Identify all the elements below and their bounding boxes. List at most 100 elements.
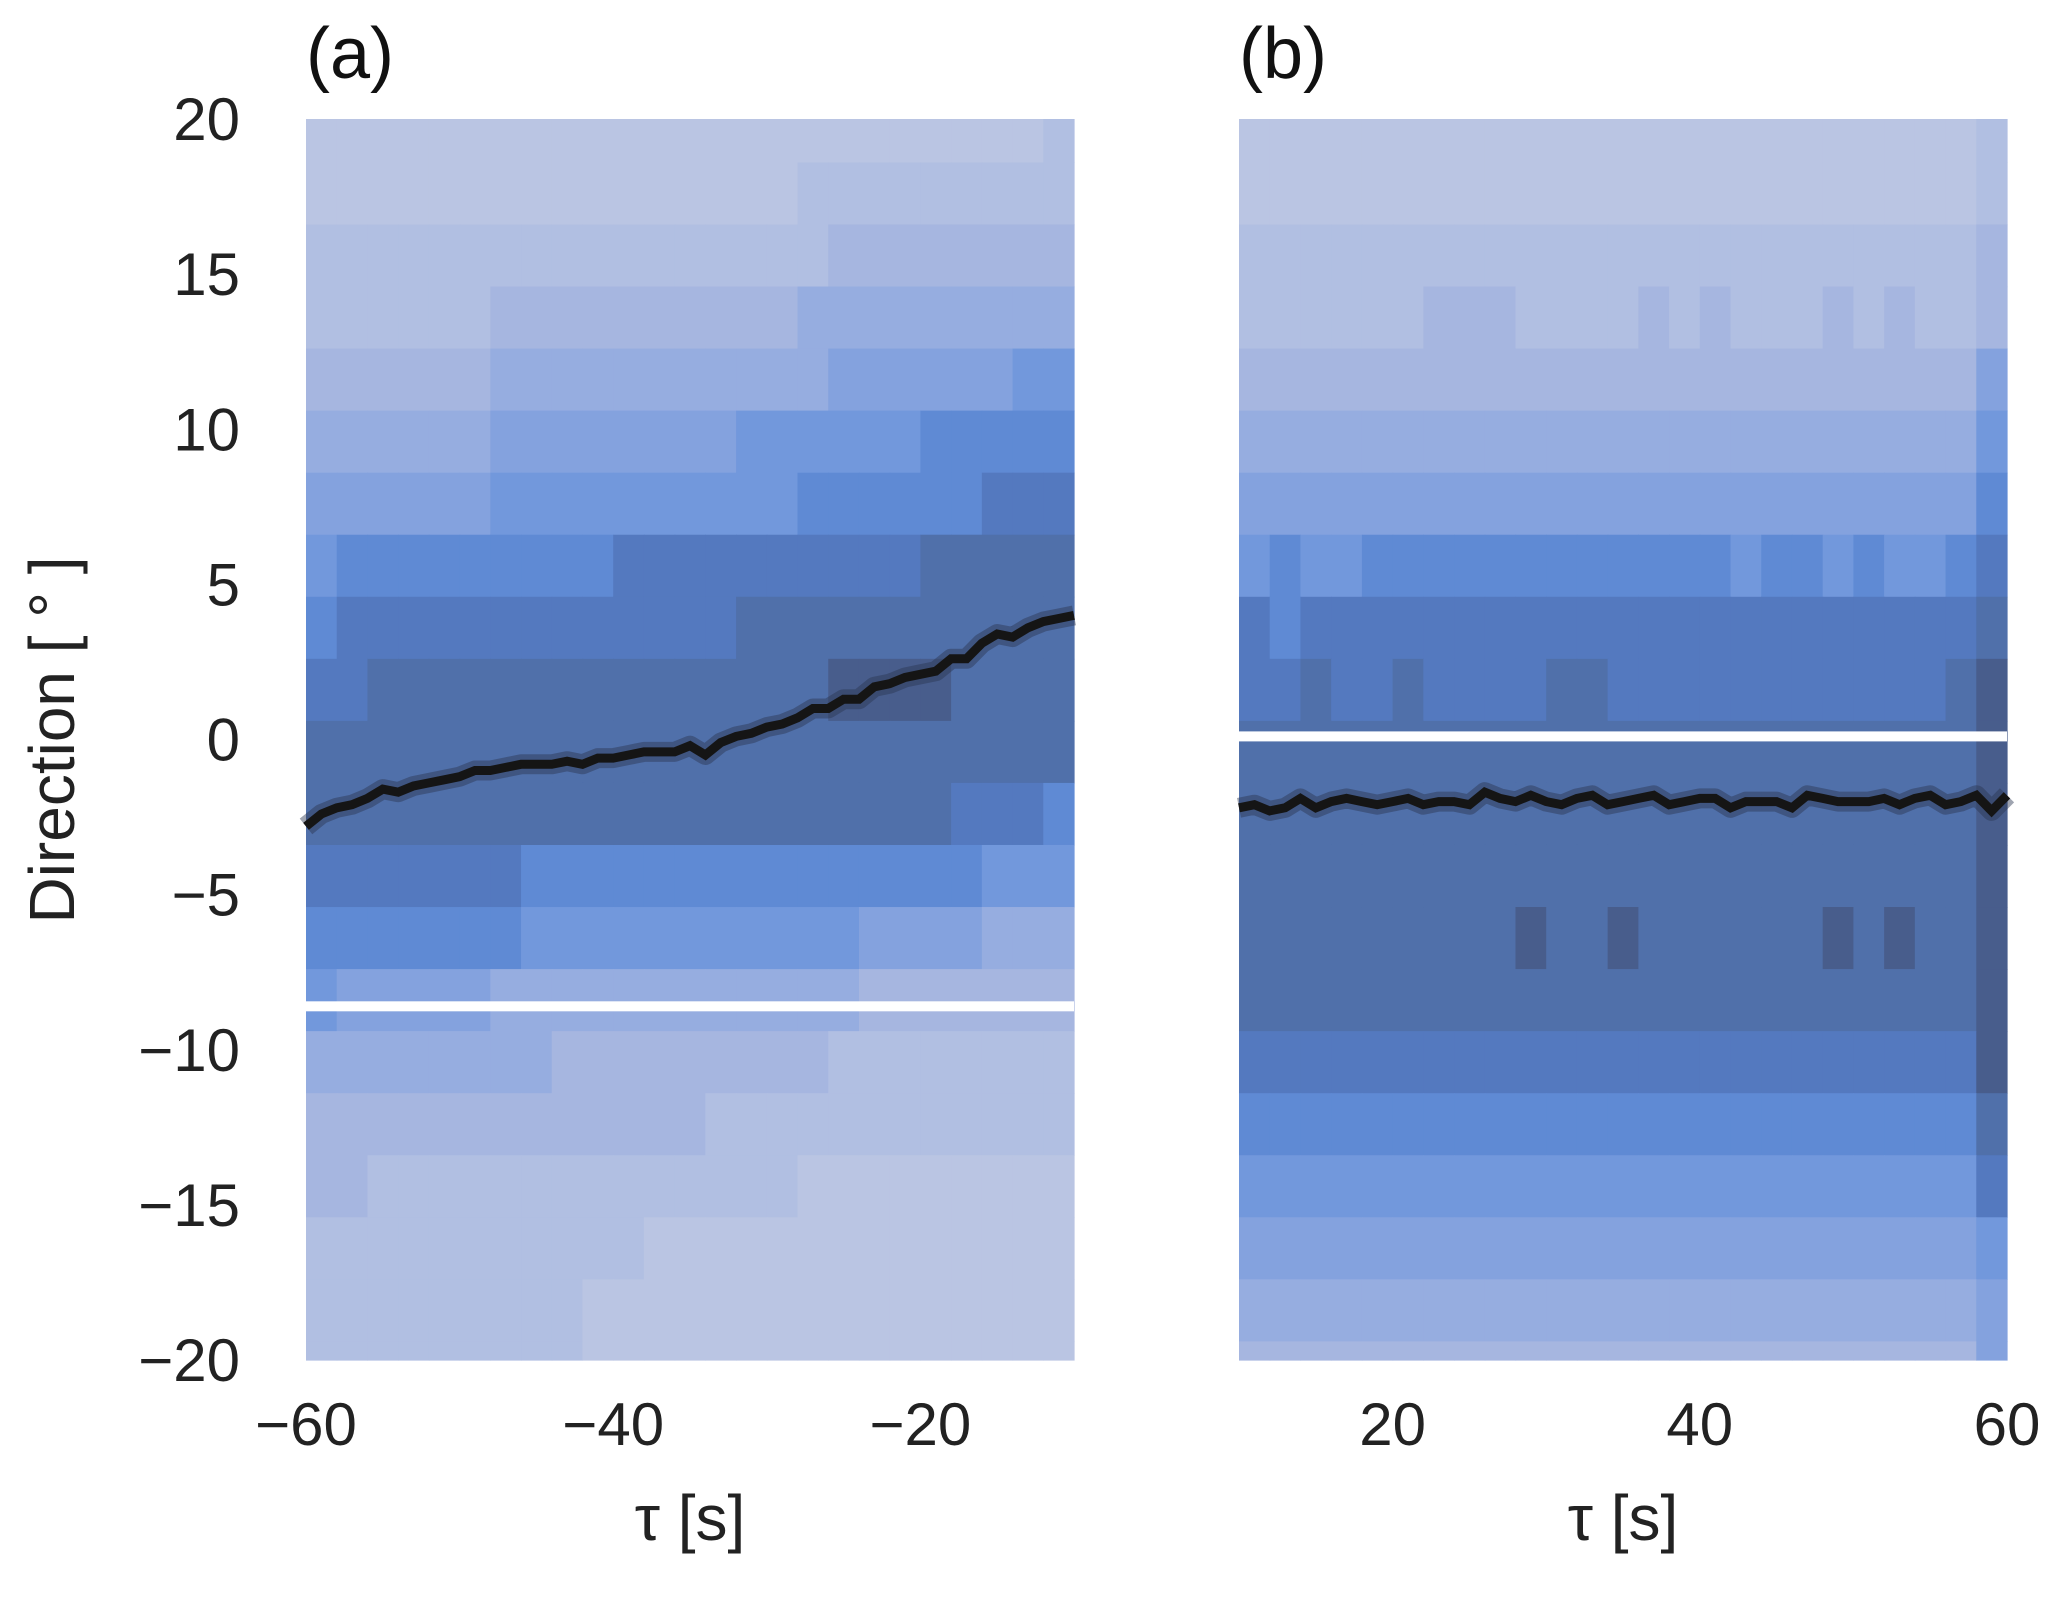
heatmap-cell bbox=[1331, 844, 1363, 908]
heatmap-cell bbox=[1239, 1093, 1271, 1156]
heatmap-cell bbox=[613, 596, 645, 660]
heatmap-cell bbox=[766, 162, 799, 226]
heatmap-cell bbox=[1043, 119, 1075, 164]
heatmap-cell bbox=[1392, 969, 1424, 1032]
heatmap-cell bbox=[1269, 907, 1302, 970]
heatmap-cell bbox=[981, 1093, 1014, 1156]
heatmap-cell bbox=[1914, 844, 1947, 908]
heatmap-cell bbox=[766, 348, 799, 412]
heatmap-cell bbox=[398, 907, 430, 970]
heatmap-cell bbox=[1699, 472, 1732, 536]
heatmap-cell bbox=[1423, 907, 1455, 970]
heatmap-cell bbox=[306, 1093, 338, 1156]
heatmap-cell bbox=[828, 658, 860, 722]
heatmap-cell bbox=[1822, 844, 1854, 908]
heatmap-cell bbox=[336, 162, 369, 226]
heatmap-cell bbox=[736, 162, 768, 226]
heatmap-cell bbox=[1454, 658, 1486, 722]
heatmap-cell bbox=[766, 658, 799, 722]
heatmap-cell bbox=[490, 969, 522, 1032]
heatmap-cell bbox=[1546, 162, 1578, 226]
heatmap-cell bbox=[1914, 1217, 1947, 1280]
heatmap-cell bbox=[1884, 410, 1916, 474]
heatmap-cell bbox=[1761, 224, 1793, 288]
heatmap-cell bbox=[1239, 1031, 1271, 1094]
heatmap-cell bbox=[705, 286, 737, 350]
heatmap-cell bbox=[1239, 1341, 1271, 1361]
heatmap-cell bbox=[705, 534, 737, 598]
heatmap-cell bbox=[766, 596, 799, 660]
heatmap-cell bbox=[1331, 1031, 1363, 1094]
heatmap-cell bbox=[1484, 596, 1517, 660]
heatmap-cell bbox=[1300, 596, 1332, 660]
heatmap-cell bbox=[1853, 348, 1885, 412]
heatmap-cell bbox=[1331, 658, 1363, 722]
heatmap-cell bbox=[797, 907, 829, 970]
heatmap-cell bbox=[306, 1341, 338, 1361]
heatmap-cell bbox=[428, 1031, 461, 1094]
heatmap-cell bbox=[1638, 472, 1670, 536]
heatmap-cell bbox=[1300, 1031, 1332, 1094]
heatmap-cell bbox=[1392, 162, 1424, 226]
heatmap-cell bbox=[858, 348, 891, 412]
heatmap-cell bbox=[1454, 1093, 1486, 1156]
heatmap-cell bbox=[521, 119, 553, 164]
heatmap-cell bbox=[1361, 162, 1394, 226]
heatmap-cell bbox=[951, 907, 983, 970]
heatmap-cell bbox=[1269, 844, 1302, 908]
heatmap-cell bbox=[582, 658, 614, 722]
heatmap-cell bbox=[705, 119, 737, 164]
heatmap-cell bbox=[1454, 1279, 1486, 1342]
heatmap-cell bbox=[459, 348, 491, 412]
heatmap-cell bbox=[1730, 1093, 1762, 1156]
heatmap-cell bbox=[981, 1279, 1014, 1342]
heatmap-cell bbox=[981, 119, 1014, 164]
heatmap-a bbox=[306, 119, 1075, 1361]
heatmap-cell bbox=[951, 844, 983, 908]
heatmap-cell bbox=[551, 1155, 584, 1218]
panel-b: (b) 20 40 60 τ [s] bbox=[1237, 14, 2040, 1554]
heatmap-cell bbox=[736, 534, 768, 598]
heatmap-cell bbox=[1515, 720, 1547, 784]
heatmap-cell bbox=[336, 969, 369, 1032]
heatmap-cell bbox=[1269, 969, 1302, 1032]
heatmap-cell bbox=[1300, 410, 1332, 474]
heatmap-cell bbox=[858, 907, 891, 970]
heatmap-cell bbox=[1822, 969, 1854, 1032]
heatmap-cell bbox=[1976, 969, 2008, 1032]
heatmap-cell bbox=[1638, 1279, 1670, 1342]
heatmap-cell bbox=[889, 720, 921, 784]
heatmap-cell bbox=[981, 658, 1014, 722]
heatmap-cell bbox=[367, 162, 399, 226]
heatmap-cell bbox=[1331, 162, 1363, 226]
heatmap-cell bbox=[1576, 1279, 1609, 1342]
heatmap-cell bbox=[1546, 224, 1578, 288]
heatmap-cell bbox=[1730, 348, 1762, 412]
heatmap-cell bbox=[1423, 782, 1455, 846]
heatmap-cell bbox=[1853, 162, 1885, 226]
heatmap-cell bbox=[951, 1341, 983, 1361]
heatmap-cell bbox=[367, 907, 399, 970]
heatmap-cell bbox=[459, 286, 491, 350]
heatmap-cell bbox=[1638, 286, 1670, 350]
heatmap-cell bbox=[1361, 1279, 1394, 1342]
heatmap-cell bbox=[428, 162, 461, 226]
heatmap-cell bbox=[1269, 720, 1302, 784]
heatmap-cell bbox=[1515, 410, 1547, 474]
heatmap-cell bbox=[674, 1031, 706, 1094]
heatmap-cell bbox=[1515, 1031, 1547, 1094]
heatmap-cell bbox=[521, 658, 553, 722]
heatmap-cell bbox=[1331, 1155, 1363, 1218]
heatmap-cell bbox=[1607, 1093, 1639, 1156]
heatmap-cell bbox=[1945, 410, 1977, 474]
heatmap-cell bbox=[398, 1155, 430, 1218]
heatmap-cell bbox=[1300, 1217, 1332, 1280]
heatmap-cell bbox=[1331, 596, 1363, 660]
heatmap-cell bbox=[1761, 534, 1793, 598]
heatmap-cell bbox=[1914, 596, 1947, 660]
heatmap-cell bbox=[428, 410, 461, 474]
heatmap-cell bbox=[1699, 224, 1732, 288]
heatmap-cell bbox=[1976, 720, 2008, 784]
heatmap-cell bbox=[828, 1341, 860, 1361]
